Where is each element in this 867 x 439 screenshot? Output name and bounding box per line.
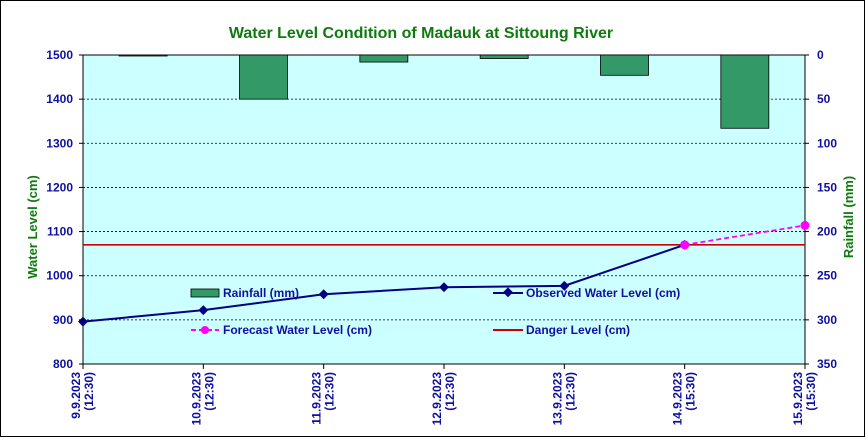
right-axis-ticks: 0 50 100 150 200 250 300 350: [805, 48, 837, 371]
observed-line: [82, 243, 685, 323]
left-tick-label: 800: [53, 357, 73, 371]
x-tick-label: 15.9.2023 (15:30): [791, 372, 818, 426]
x-tick-time: (12:30): [443, 372, 457, 411]
x-tick-date: 14.9.2023: [671, 372, 685, 426]
x-tick-time: (15:30): [684, 372, 698, 411]
legend-forecast-label: Forecast Water Level (cm): [223, 323, 372, 337]
right-tick-label: 0: [817, 48, 824, 62]
left-tick-label: 1400: [46, 92, 73, 106]
right-tick-label: 350: [817, 357, 837, 371]
legend: Rainfall (mm) Observed Water Level (cm) …: [190, 286, 680, 337]
x-tick-label: 10.9.2023 (12:30): [189, 372, 216, 426]
x-tick-date: 13.9.2023: [550, 372, 564, 426]
x-tick-time: (15:30): [804, 372, 818, 411]
rainfall-bars: [118, 54, 770, 129]
forecast-point: [800, 220, 810, 230]
legend-rainfall-label: Rainfall (mm): [223, 286, 299, 300]
rainfall-bar: [600, 54, 649, 76]
legend-danger-label: Danger Level (cm): [526, 323, 630, 337]
right-tick-label: 100: [817, 136, 837, 150]
rainfall-bar: [118, 54, 168, 57]
forecast-series: [680, 220, 810, 250]
left-tick-label: 1000: [46, 269, 73, 283]
legend-rainfall-swatch: [190, 288, 220, 298]
x-tick-time: (12:30): [323, 372, 337, 411]
observed-point: [318, 289, 329, 300]
y-left-axis-title: Water Level (cm): [25, 175, 40, 279]
x-axis-ticks: 9.9.2023 (12:30) 10.9.2023 (12:30) 11.9.2023…: [69, 364, 818, 425]
rainfall-bar: [720, 54, 770, 129]
observed-point: [198, 305, 209, 316]
left-tick-label: 1300: [46, 136, 73, 150]
x-tick-label: 13.9.2023 (12:30): [550, 372, 577, 426]
x-tick-label: 14.9.2023 (15:30): [671, 372, 698, 426]
rainfall-bar: [479, 54, 529, 59]
x-tick-time: (12:30): [563, 372, 577, 411]
x-tick-time: (12:30): [202, 372, 216, 411]
x-tick-date: 11.9.2023: [310, 372, 324, 425]
plot-area: [82, 54, 806, 365]
chart-title: Water Level Condition of Madauk at Sitto…: [229, 25, 613, 42]
right-tick-label: 300: [817, 313, 837, 327]
x-tick-label: 12.9.2023 (12:30): [430, 372, 457, 426]
x-tick-label: 11.9.2023 (12:30): [310, 372, 337, 425]
y-right-axis-title: Rainfall (mm): [841, 176, 856, 258]
right-tick-label: 200: [817, 225, 837, 239]
forecast-line: [684, 224, 806, 246]
forecast-point: [680, 240, 690, 250]
x-tick-date: 15.9.2023: [791, 372, 805, 426]
observed-point: [439, 282, 449, 293]
left-tick-label: 1200: [46, 180, 73, 194]
left-axis-ticks: 1500 1400 1300 1200 1100 1000 900 800: [46, 48, 83, 371]
right-tick-label: 50: [817, 92, 831, 106]
right-tick-label: 250: [817, 269, 837, 283]
left-tick-label: 1500: [46, 48, 73, 62]
grid-lines: [83, 98, 805, 321]
rainfall-bar: [239, 54, 288, 100]
x-tick-time: (12:30): [82, 372, 96, 411]
right-tick-label: 150: [817, 180, 837, 194]
rainfall-bar: [359, 54, 409, 63]
x-tick-date: 12.9.2023: [430, 372, 444, 426]
legend-observed-label: Observed Water Level (cm): [526, 286, 680, 300]
left-tick-label: 900: [53, 313, 73, 327]
x-tick-label: 9.9.2023 (12:30): [69, 372, 96, 419]
legend-observed-marker: [503, 287, 513, 298]
observed-point: [559, 280, 570, 291]
x-tick-date: 9.9.2023: [69, 372, 83, 419]
legend-forecast-marker: [201, 326, 209, 334]
left-tick-label: 1100: [47, 225, 73, 239]
x-tick-date: 10.9.2023: [189, 372, 203, 426]
